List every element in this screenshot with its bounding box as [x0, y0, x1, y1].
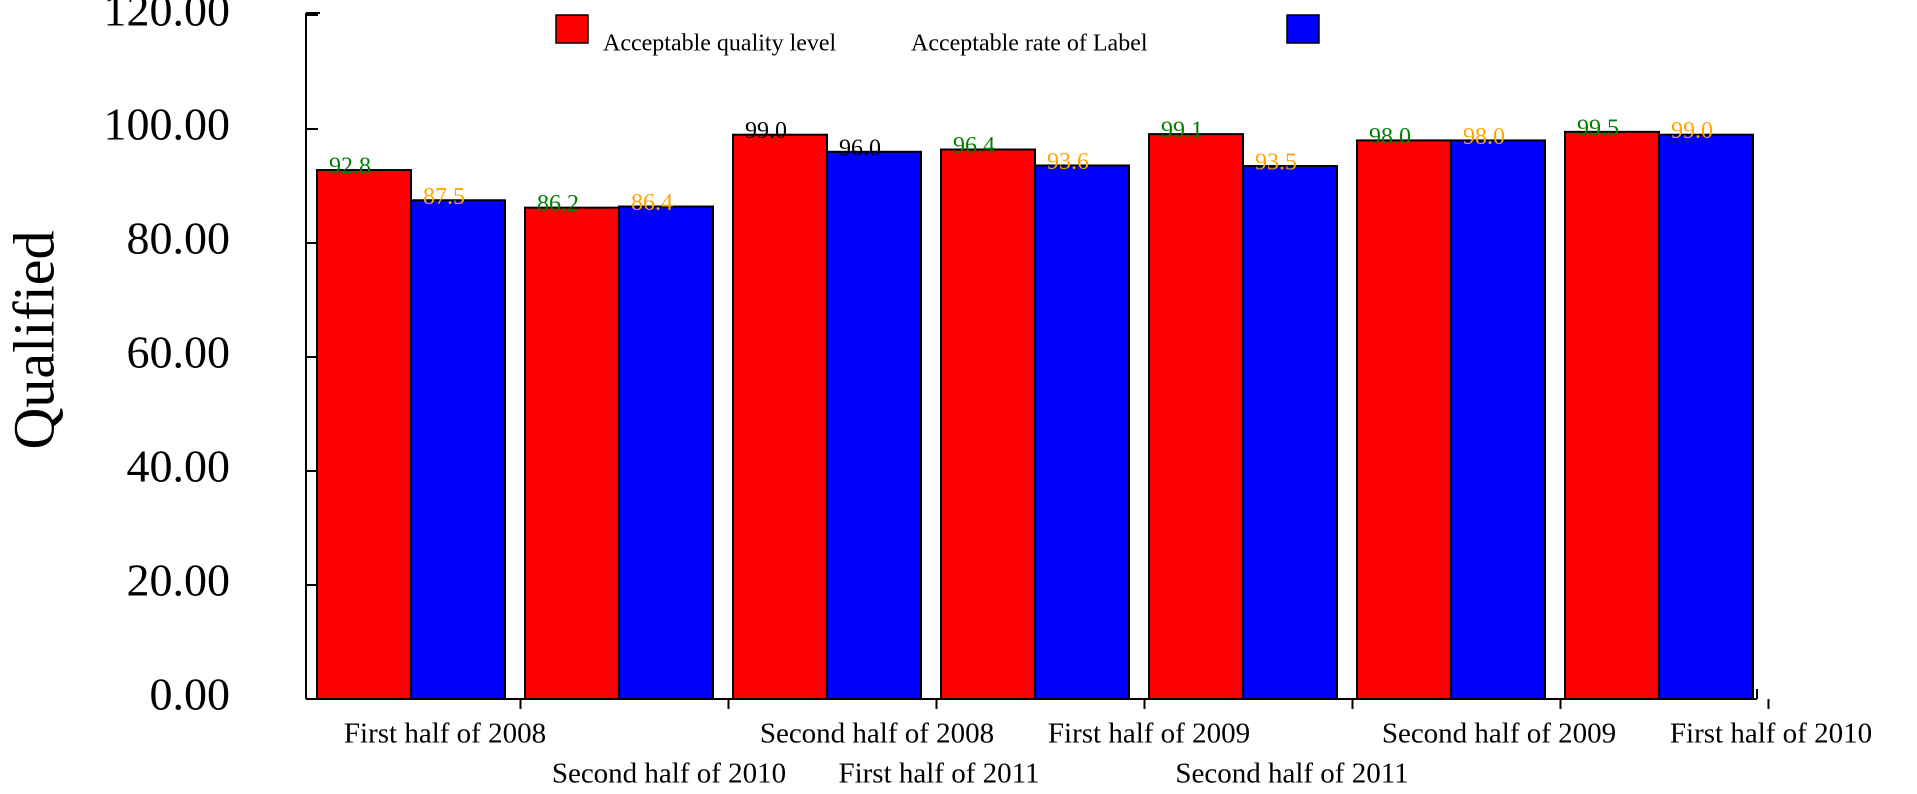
value-label: 93.5 [1255, 150, 1297, 176]
x-tick-label: Second half of 2010 [552, 758, 786, 790]
bar [316, 169, 412, 701]
bar [1356, 139, 1452, 700]
bar [524, 206, 620, 700]
value-label: 99.0 [1671, 118, 1713, 144]
value-label: 86.2 [537, 191, 579, 217]
bar [1658, 133, 1754, 700]
bar [1034, 164, 1130, 701]
y-tick-label: 20.00 [127, 555, 231, 606]
legend-swatch [1286, 14, 1320, 44]
x-tick-label: Second half of 2008 [760, 718, 994, 750]
value-label: 98.0 [1463, 124, 1505, 150]
bar [1450, 139, 1546, 700]
value-label: 99.5 [1577, 115, 1619, 141]
bar [1564, 130, 1660, 701]
value-label: 96.0 [839, 135, 881, 161]
bar [618, 205, 714, 701]
bar [1148, 133, 1244, 700]
bar [732, 133, 828, 700]
y-axis-title: Qualified [1, 230, 66, 449]
bar [826, 150, 922, 701]
legend-label: Acceptable rate of Label [911, 31, 1148, 57]
x-tick-label: Second half of 2009 [1382, 718, 1616, 750]
value-label: 99.0 [745, 118, 787, 144]
value-label: 99.1 [1161, 118, 1203, 144]
value-label: 98.0 [1369, 124, 1411, 150]
bar [940, 148, 1036, 700]
legend-swatch [555, 14, 589, 44]
bar [410, 199, 506, 700]
y-tick-label: 80.00 [127, 213, 231, 264]
x-tick-label: First half of 2010 [1670, 718, 1872, 750]
value-label: 96.4 [953, 133, 995, 159]
legend-label: Acceptable quality level [603, 31, 837, 57]
y-tick-label: 100.00 [104, 99, 231, 150]
y-tick-label: 0.00 [150, 669, 231, 720]
value-label: 87.5 [423, 184, 465, 210]
y-tick-label: 120.00 [104, 0, 231, 36]
value-label: 86.4 [631, 190, 673, 216]
value-label: 93.6 [1047, 149, 1089, 175]
y-tick-label: 60.00 [127, 327, 231, 378]
bar [1242, 165, 1338, 701]
x-tick-label: First half of 2009 [1048, 718, 1250, 750]
x-tick-label: First half of 2008 [344, 718, 546, 750]
x-tick-label: First half of 2011 [838, 758, 1039, 790]
x-tick-label: Second half of 2011 [1175, 758, 1408, 790]
y-tick-label: 40.00 [127, 441, 231, 492]
value-label: 92.8 [329, 154, 371, 180]
